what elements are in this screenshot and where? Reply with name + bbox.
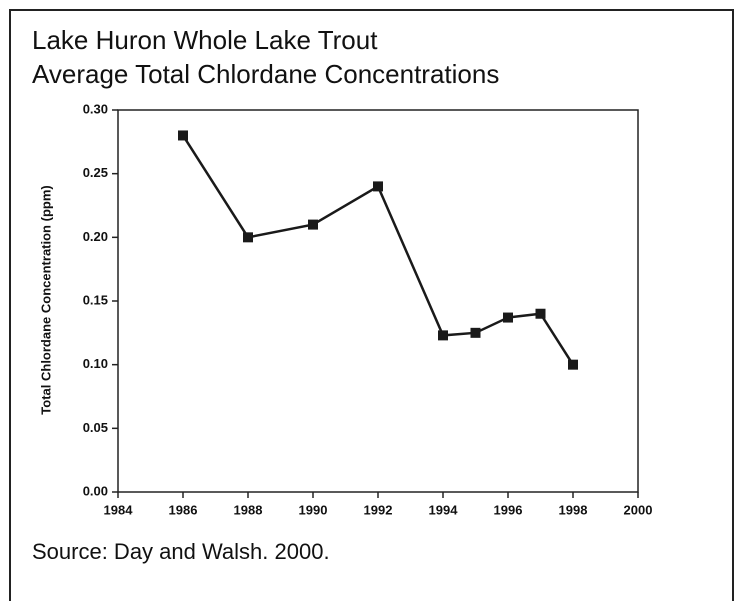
y-tick-label: 0.30 [83,101,108,116]
x-tick-label: 1998 [559,502,588,517]
marker [470,327,481,338]
chart-title: Lake Huron Whole Lake Trout [32,25,378,55]
y-tick-label: 0.10 [83,356,108,371]
x-tick-label: 1996 [494,502,523,517]
x-tick-label: 1986 [169,502,198,517]
marker [308,219,318,230]
y-tick-label: 0.05 [83,420,108,435]
marker [373,181,383,192]
x-tick-label: 1992 [364,502,393,517]
y-tick-label: 0.25 [83,165,108,180]
marker [503,312,513,323]
x-tick-label: 2000 [624,502,653,517]
y-axis-label: Total Chlordane Concentration (ppm) [38,185,53,414]
chart-subtitle: Average Total Chlordane Concentrations [32,59,499,89]
y-tick-label: 0.15 [83,292,108,307]
y-tick-label: 0.20 [83,229,108,244]
marker [568,359,578,370]
x-tick-label: 1994 [429,502,459,517]
source-note: Source: Day and Walsh. 2000. [32,539,330,564]
plot-area [117,109,639,493]
y-tick-label: 0.00 [83,483,108,498]
marker [178,130,188,141]
x-tick-label: 1984 [104,502,134,517]
line [181,134,575,366]
x-tick-label: 1988 [234,502,263,517]
x-tick-label: 1990 [299,502,328,517]
marker [243,232,253,243]
marker [535,308,546,319]
frame [9,9,734,601]
marker [438,330,448,341]
